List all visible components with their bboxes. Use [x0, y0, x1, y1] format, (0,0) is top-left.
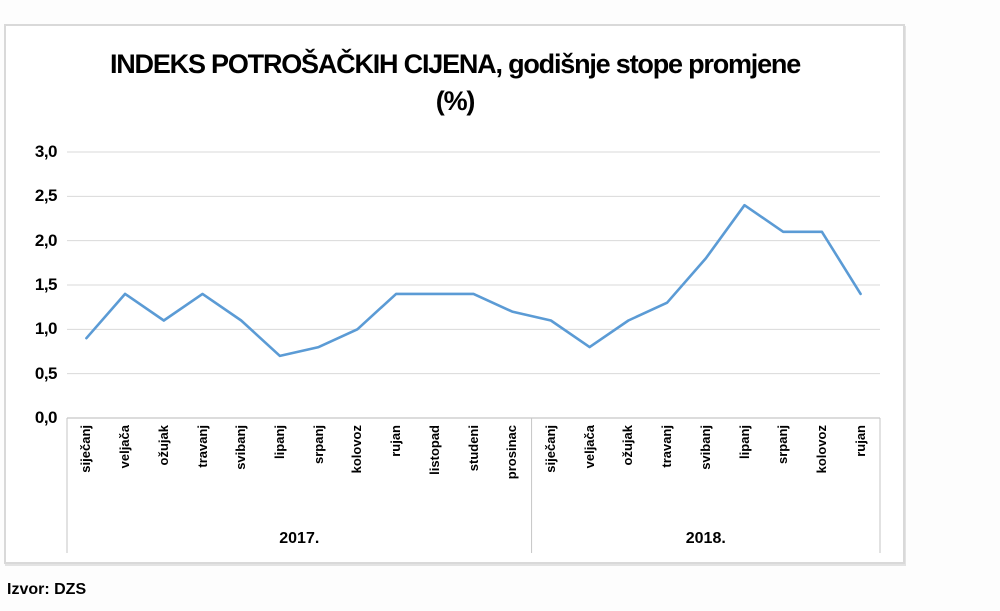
chart-subtitle: (%)	[435, 86, 476, 116]
cpi-line-series	[85, 203, 862, 358]
chart-title: INDEKS POTROŠAČKIH CIJENA, godišnje stop…	[109, 49, 801, 79]
source-label: Izvor: DZS	[7, 581, 87, 598]
